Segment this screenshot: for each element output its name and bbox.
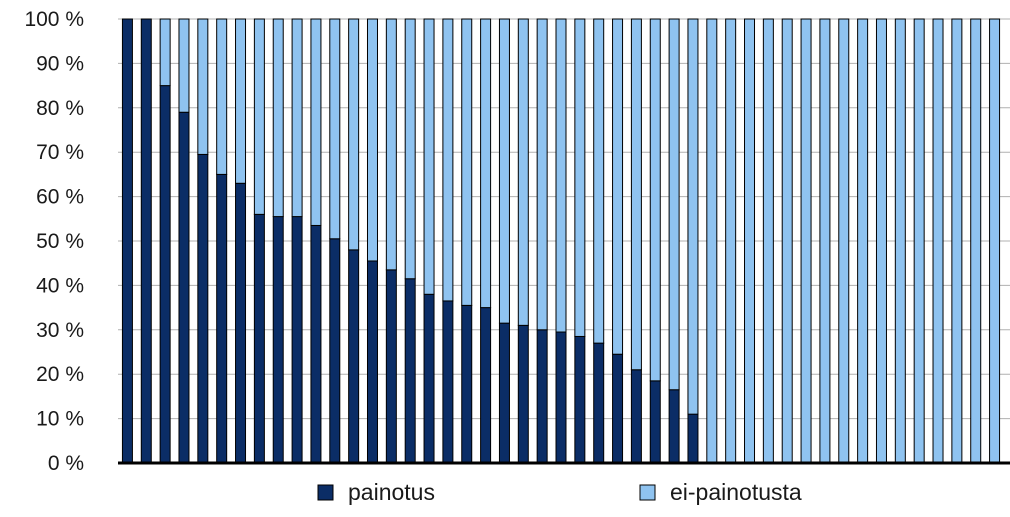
bar-painotus-19: [461, 304, 473, 464]
bar-ei-painotusta-31: [687, 18, 699, 415]
bar-painotus-29: [649, 380, 661, 464]
bar-painotus-6: [216, 173, 228, 464]
bar-ei-painotusta-32: [706, 18, 718, 464]
bar-painotus-7: [235, 182, 247, 464]
bar-painotus-18: [442, 300, 454, 464]
bar-painotus-31: [687, 413, 699, 464]
bar-ei-painotusta-5: [197, 18, 209, 155]
bar-painotus-8: [253, 213, 265, 464]
bar-ei-painotusta-44: [932, 18, 944, 464]
bar-painotus-10: [291, 216, 303, 464]
bar-ei-painotusta-6: [216, 18, 228, 175]
bar-ei-painotusta-17: [423, 18, 435, 295]
y-tick-label: 40 %: [36, 274, 84, 297]
bar-painotus-9: [272, 216, 284, 464]
bar-ei-painotusta-38: [819, 18, 831, 464]
bar-ei-painotusta-4: [178, 18, 190, 113]
legend-swatch-painotus: [317, 484, 334, 501]
bar-ei-painotusta-47: [989, 18, 1001, 464]
y-tick-label: 90 %: [36, 52, 84, 75]
bar-painotus-23: [536, 329, 548, 464]
y-tick-label: 0 %: [48, 452, 84, 475]
legend-swatch-ei-painotusta: [639, 484, 656, 501]
bar-ei-painotusta-24: [555, 18, 567, 333]
bar-ei-painotusta-16: [404, 18, 416, 280]
bar-painotus-22: [517, 324, 529, 464]
bar-ei-painotusta-26: [593, 18, 605, 344]
y-tick-label: 100 %: [24, 8, 84, 31]
bar-ei-painotusta-14: [366, 18, 378, 262]
bar-painotus-26: [593, 342, 605, 464]
bar-ei-painotusta-33: [725, 18, 737, 464]
y-tick-label: 10 %: [36, 408, 84, 431]
y-axis-tick-labels: 0 % 10 % 20 % 30 % 40 % 50 % 60 % 70 % 80 % 90 % 1…: [24, 8, 84, 475]
bar-painotus-14: [366, 260, 378, 464]
bar-ei-painotusta-23: [536, 18, 548, 331]
bar-ei-painotusta-9: [272, 18, 284, 218]
bar-ei-painotusta-22: [517, 18, 529, 326]
bars: [121, 18, 1001, 464]
bar-painotus-28: [630, 369, 642, 464]
bar-painotus-16: [404, 278, 416, 464]
bar-painotus-1: [121, 18, 133, 464]
y-tick-label: 70 %: [36, 141, 84, 164]
y-tick-label: 50 %: [36, 230, 84, 253]
bar-ei-painotusta-18: [442, 18, 454, 302]
bar-painotus-25: [574, 335, 586, 464]
bar-painotus-11: [310, 224, 322, 464]
bar-ei-painotusta-10: [291, 18, 303, 218]
bar-ei-painotusta-7: [235, 18, 247, 184]
bar-painotus-21: [498, 322, 510, 464]
y-tick-label: 60 %: [36, 186, 84, 209]
bar-ei-painotusta-30: [668, 18, 680, 391]
bar-ei-painotusta-41: [875, 18, 887, 464]
bar-ei-painotusta-27: [612, 18, 624, 355]
bar-ei-painotusta-35: [762, 18, 774, 464]
bar-ei-painotusta-8: [253, 18, 265, 215]
bar-painotus-13: [348, 249, 360, 464]
bar-ei-painotusta-12: [329, 18, 341, 240]
bar-ei-painotusta-19: [461, 18, 473, 306]
bar-ei-painotusta-37: [800, 18, 812, 464]
bar-ei-painotusta-28: [630, 18, 642, 371]
bar-painotus-20: [480, 307, 492, 464]
bar-painotus-5: [197, 153, 209, 464]
bar-ei-painotusta-34: [744, 18, 756, 464]
bar-painotus-4: [178, 111, 190, 464]
bar-ei-painotusta-46: [970, 18, 982, 464]
y-tick-label: 20 %: [36, 363, 84, 386]
bar-ei-painotusta-36: [781, 18, 793, 464]
bar-ei-painotusta-39: [838, 18, 850, 464]
legend: painotus ei-painotusta: [317, 479, 802, 505]
bar-ei-painotusta-45: [951, 18, 963, 464]
bar-painotus-3: [159, 85, 171, 464]
bar-painotus-24: [555, 331, 567, 464]
y-tick-label: 30 %: [36, 319, 84, 342]
bar-ei-painotusta-42: [894, 18, 906, 464]
bar-ei-painotusta-40: [857, 18, 869, 464]
bar-painotus-30: [668, 389, 680, 464]
bar-painotus-12: [329, 238, 341, 464]
bar-painotus-2: [140, 18, 152, 464]
bar-painotus-27: [612, 353, 624, 464]
bar-ei-painotusta-43: [913, 18, 925, 464]
bar-ei-painotusta-29: [649, 18, 661, 382]
bar-ei-painotusta-15: [385, 18, 397, 271]
y-tick-label: 80 %: [36, 97, 84, 120]
bar-painotus-17: [423, 293, 435, 464]
bar-painotus-15: [385, 269, 397, 464]
bar-ei-painotusta-25: [574, 18, 586, 337]
bar-ei-painotusta-21: [498, 18, 510, 324]
bar-ei-painotusta-11: [310, 18, 322, 226]
bar-ei-painotusta-13: [348, 18, 360, 251]
legend-label-painotus: painotus: [348, 479, 435, 505]
legend-label-ei-painotusta: ei-painotusta: [670, 479, 802, 505]
bar-ei-painotusta-3: [159, 18, 171, 87]
bar-ei-painotusta-20: [480, 18, 492, 309]
